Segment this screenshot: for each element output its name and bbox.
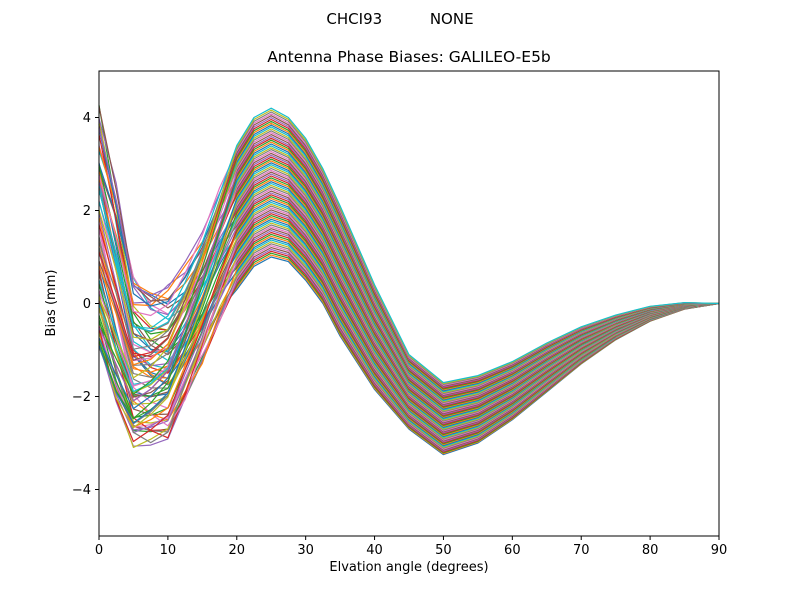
suptitle: CHCI93 NONE bbox=[326, 10, 474, 28]
x-tick-label: 0 bbox=[95, 543, 103, 558]
y-tick-label: −4 bbox=[72, 483, 91, 498]
x-tick-label: 80 bbox=[642, 543, 659, 558]
x-tick-label: 30 bbox=[297, 543, 314, 558]
y-axis-label: Bias (mm) bbox=[44, 270, 59, 337]
axes-group: 0 10 20 30 40 50 60 70 80 90 −4 −2 0 2 4 bbox=[72, 70, 728, 558]
y-tick-label: −2 bbox=[72, 390, 91, 405]
x-tick-label: 20 bbox=[229, 543, 246, 558]
x-tick-label: 40 bbox=[366, 543, 383, 558]
axes-frame bbox=[98, 70, 720, 537]
x-tick-label: 10 bbox=[160, 543, 177, 558]
y-tick-label: 4 bbox=[83, 111, 91, 126]
series-group bbox=[98, 105, 720, 456]
y-tick-label: 2 bbox=[83, 204, 91, 219]
plot-title: Antenna Phase Biases: GALILEO-E5b bbox=[267, 48, 551, 66]
x-tick-label: 50 bbox=[435, 543, 452, 558]
x-tick-label: 90 bbox=[711, 543, 728, 558]
x-tick-label: 70 bbox=[573, 543, 590, 558]
x-tick-label: 60 bbox=[504, 543, 521, 558]
y-tick-label: 0 bbox=[83, 297, 91, 312]
x-axis-label: Elvation angle (degrees) bbox=[329, 560, 488, 575]
series-line bbox=[98, 107, 720, 384]
